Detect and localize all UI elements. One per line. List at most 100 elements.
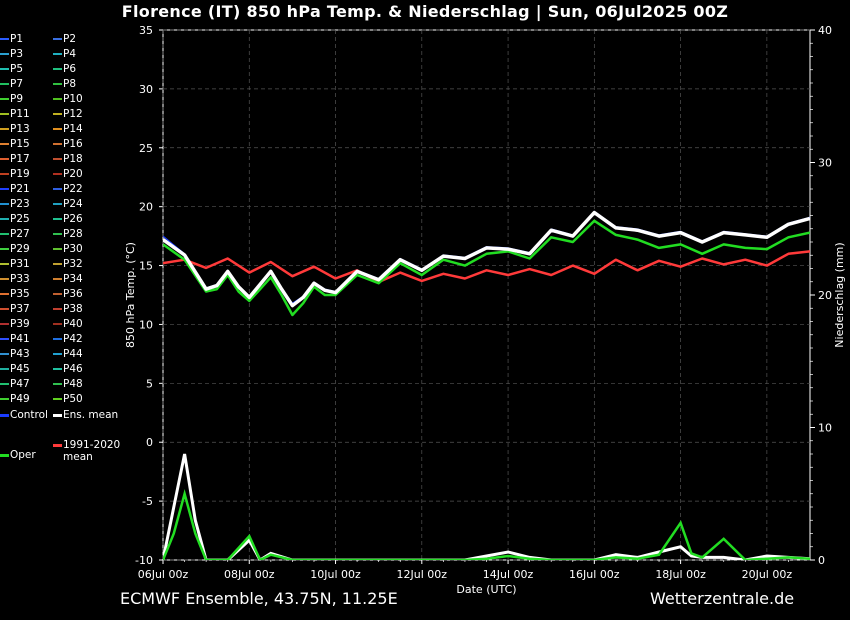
x-tick-label: 16Jul 00z <box>569 568 620 581</box>
legend-swatch <box>53 398 62 400</box>
x-tick-label: 06Jul 00z <box>138 568 189 581</box>
legend-swatch <box>0 128 9 130</box>
y-tick-label: 5 <box>146 377 153 390</box>
legend-item-member: P10 <box>53 93 83 105</box>
legend-label: P15 <box>10 138 30 150</box>
legend-swatch <box>0 233 9 235</box>
ens-mean-line <box>163 210 810 308</box>
legend-swatch <box>53 173 62 175</box>
legend-label: P50 <box>63 393 83 405</box>
climatology-mean-line <box>163 250 810 284</box>
legend-item-member: P15 <box>0 138 30 150</box>
legend-item-member: P19 <box>0 168 30 180</box>
legend-item-member: P37 <box>0 303 30 315</box>
legend-label: P25 <box>10 213 30 225</box>
legend-label: P10 <box>63 93 83 105</box>
legend-swatch <box>53 158 62 160</box>
legend-label: P24 <box>63 198 83 210</box>
model-location-caption: ECMWF Ensemble, 43.75N, 11.25E <box>120 589 398 608</box>
legend-item-oper: Oper <box>0 449 36 461</box>
legend-label: P26 <box>63 213 83 225</box>
legend-label: P36 <box>63 288 83 300</box>
legend-label: P28 <box>63 228 83 240</box>
legend-swatch <box>0 293 9 295</box>
legend-label: P6 <box>63 63 77 75</box>
x-tick-label: 08Jul 00z <box>224 568 275 581</box>
y-axis-label: 850 hPa Temp. (°C) <box>124 242 137 348</box>
legend-label: P9 <box>10 93 24 105</box>
legend-item-member: P45 <box>0 363 30 375</box>
chart-legend: P1 P2 P3 P4 P5 P6 P7 P8 P9 P10 P11 P12 P13 P14 P15 P16 P… <box>0 30 135 470</box>
legend-label: P3 <box>10 48 24 60</box>
legend-swatch <box>53 338 62 340</box>
legend-item-member: P35 <box>0 288 30 300</box>
y2-tick-label: 40 <box>818 24 832 37</box>
legend-label: P12 <box>63 108 83 120</box>
legend-label: P8 <box>63 78 77 90</box>
legend-swatch <box>0 413 9 417</box>
y-tick-label: -5 <box>142 495 153 508</box>
y-tick-label: 10 <box>139 318 153 331</box>
y2-axis-label: Niederschlag (mm) <box>833 242 846 347</box>
legend-item-member: P12 <box>53 108 83 120</box>
legend-swatch <box>53 98 62 100</box>
legend-label: Ens. mean <box>63 409 119 421</box>
y-tick-label: 30 <box>139 83 153 96</box>
source-caption: Wetterzentrale.de <box>650 589 795 608</box>
legend-swatch <box>0 308 9 310</box>
legend-label: P48 <box>63 378 83 390</box>
legend-item-member: P6 <box>53 63 76 75</box>
legend-swatch <box>0 263 9 265</box>
legend-swatch <box>0 398 9 400</box>
legend-item-member: P20 <box>53 168 83 180</box>
legend-item-member: P27 <box>0 228 30 240</box>
legend-item-member: P2 <box>53 33 76 45</box>
y2-tick-label: 0 <box>818 554 825 567</box>
legend-label: P23 <box>10 198 30 210</box>
legend-swatch <box>53 323 62 325</box>
legend-item-member: P41 <box>0 333 30 345</box>
legend-swatch <box>0 338 9 340</box>
legend-item-ens-mean: Ens. mean <box>53 409 118 421</box>
legend-swatch <box>53 188 62 190</box>
legend-item-member: P25 <box>0 213 30 225</box>
legend-item-member: P46 <box>53 363 83 375</box>
legend-label: P5 <box>10 63 24 75</box>
legend-item-member: P8 <box>53 78 76 90</box>
legend-swatch <box>0 188 9 190</box>
x-tick-label: 12Jul 00z <box>397 568 448 581</box>
legend-swatch <box>0 278 9 280</box>
y2-tick-label: 30 <box>818 157 832 170</box>
y2-tick-label: 20 <box>818 289 832 302</box>
legend-item-member: P17 <box>0 153 30 165</box>
legend-label: P22 <box>63 183 83 195</box>
legend-swatch <box>53 263 62 265</box>
legend-item-member: P26 <box>53 213 83 225</box>
legend-item-member: P16 <box>53 138 83 150</box>
legend-swatch <box>0 368 9 370</box>
legend-item-member: P5 <box>0 63 23 75</box>
legend-item-member: P18 <box>53 153 83 165</box>
legend-item-member: P39 <box>0 318 30 330</box>
chart-title: Florence (IT) 850 hPa Temp. & Niederschl… <box>121 2 729 21</box>
legend-swatch <box>0 68 9 70</box>
legend-swatch <box>53 353 62 355</box>
y-tick-label: 25 <box>139 142 153 155</box>
legend-item-member: P23 <box>0 198 30 210</box>
legend-item-member: P14 <box>53 123 83 135</box>
legend-swatch <box>0 113 9 115</box>
legend-swatch <box>53 413 62 417</box>
legend-swatch <box>0 53 9 55</box>
legend-swatch <box>53 83 62 85</box>
legend-item-member: P44 <box>53 348 83 360</box>
legend-swatch <box>0 158 9 160</box>
legend-item-member: P9 <box>0 93 23 105</box>
legend-swatch <box>53 203 62 205</box>
legend-item-member: P11 <box>0 108 30 120</box>
legend-item-member: P21 <box>0 183 30 195</box>
legend-label: P17 <box>10 153 30 165</box>
legend-label: P46 <box>63 363 83 375</box>
legend-item-member: P49 <box>0 393 30 405</box>
legend-label: P19 <box>10 168 30 180</box>
